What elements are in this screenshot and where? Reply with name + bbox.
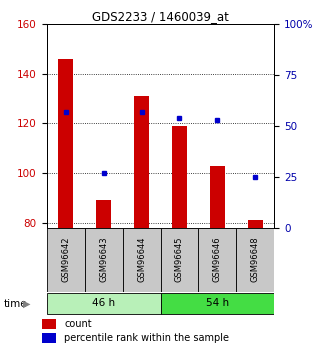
Text: GSM96645: GSM96645 <box>175 237 184 282</box>
Bar <box>47 293 160 315</box>
Bar <box>248 220 263 228</box>
Text: percentile rank within the sample: percentile rank within the sample <box>64 333 229 343</box>
Text: GSM96646: GSM96646 <box>213 237 222 283</box>
Bar <box>172 126 187 228</box>
Text: GSM96648: GSM96648 <box>251 237 260 283</box>
Bar <box>210 166 225 228</box>
Bar <box>198 228 237 292</box>
Bar <box>96 200 111 228</box>
Bar <box>160 228 198 292</box>
Bar <box>42 319 56 329</box>
Text: 46 h: 46 h <box>92 298 115 308</box>
Text: 54 h: 54 h <box>206 298 229 308</box>
Bar <box>42 333 56 343</box>
Text: GSM96644: GSM96644 <box>137 237 146 282</box>
Text: GSM96643: GSM96643 <box>99 237 108 283</box>
Bar <box>134 96 149 228</box>
Bar <box>123 228 160 292</box>
Title: GDS2233 / 1460039_at: GDS2233 / 1460039_at <box>92 10 229 23</box>
Bar <box>160 293 274 315</box>
Bar <box>47 228 84 292</box>
Text: count: count <box>64 319 92 329</box>
Text: time: time <box>3 299 27 308</box>
Text: ▶: ▶ <box>23 299 31 308</box>
Bar <box>84 228 123 292</box>
Bar <box>58 59 73 228</box>
Bar <box>237 228 274 292</box>
Text: GSM96642: GSM96642 <box>61 237 70 282</box>
